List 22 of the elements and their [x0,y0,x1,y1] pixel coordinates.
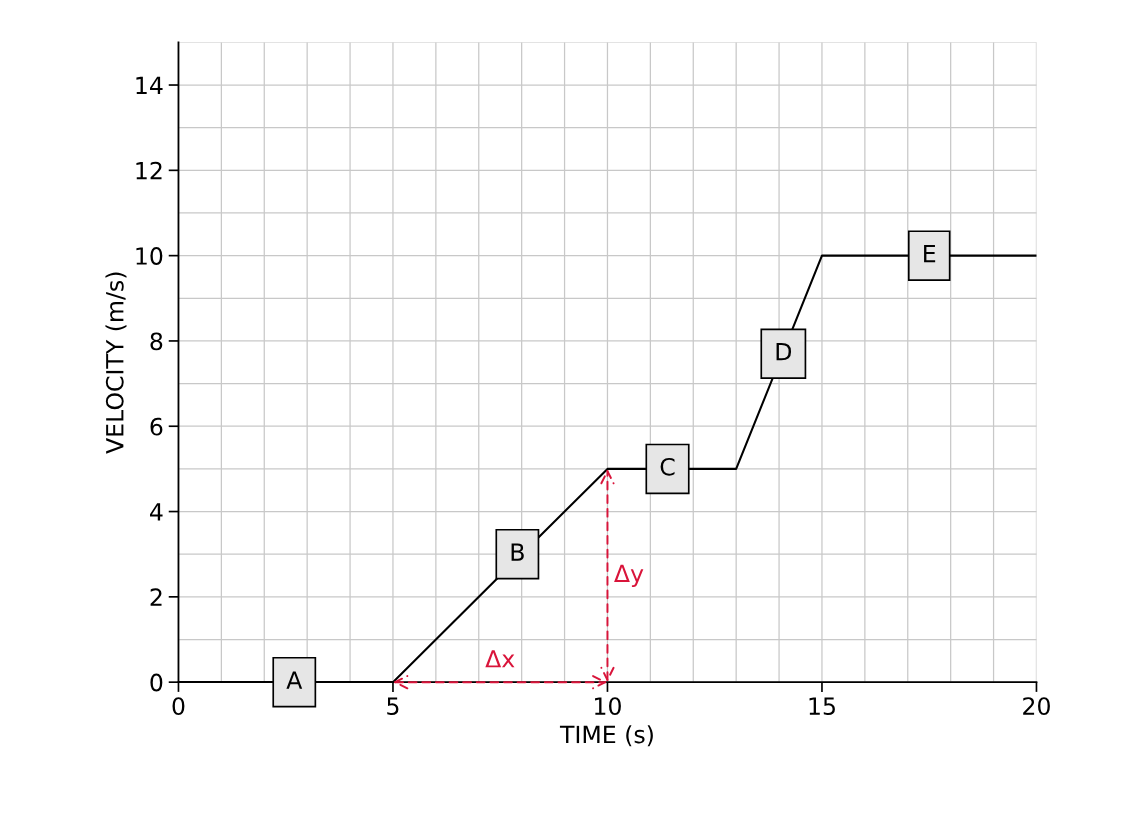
y-tick-label: 2 [150,588,162,606]
y-tick-label: 0 [150,673,163,692]
annotation: A [286,671,303,689]
y-tick-label: 6 [150,417,163,436]
y-axis-title: VELOCITY (m/s) [105,272,127,454]
annotation: C [660,457,675,476]
x-tick-label: 0 [172,697,185,716]
y-tick-label: 12 [136,161,162,180]
annotation: B [511,543,524,561]
y-tick-label: 10 [136,247,163,265]
annotation: Δy [614,564,644,587]
x-tick-label: 5 [387,697,399,716]
x-tick-label: 20 [1023,697,1050,716]
x-tick-label: 15 [809,697,835,716]
annotation: E [924,244,936,263]
y-tick-label: 14 [136,76,163,94]
x-axis-title: TIME (s) [559,725,653,747]
x-tick-label: 10 [595,697,621,716]
y-tick-label: 4 [150,503,163,521]
y-tick-label: 8 [150,332,163,351]
annotation: Δx [485,650,515,668]
annotation: D [776,343,792,361]
